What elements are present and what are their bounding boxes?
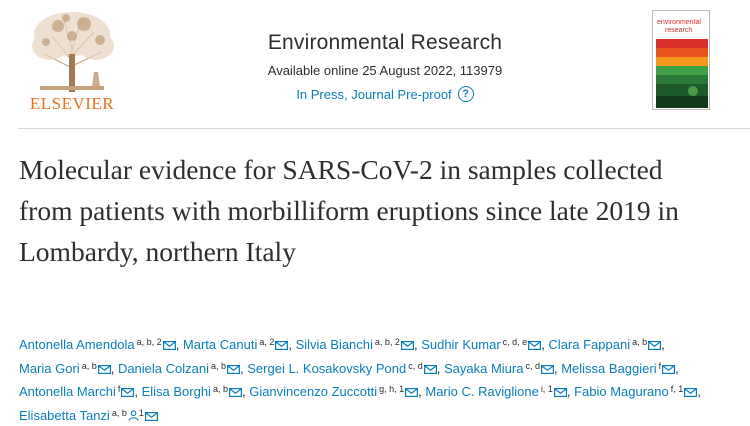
author-item[interactable]: Mario C. Raviglione i, 1 bbox=[425, 383, 567, 399]
author-item[interactable]: Elisabetta Tanzi a, b 1 bbox=[19, 408, 158, 423]
elsevier-wordmark: ELSEVIER bbox=[29, 94, 115, 113]
email-icon[interactable] bbox=[540, 360, 554, 374]
email-icon[interactable] bbox=[400, 336, 414, 351]
email-icon[interactable] bbox=[648, 336, 662, 351]
status-label[interactable]: In Press, Journal Pre-proof bbox=[296, 86, 452, 102]
email-icon[interactable] bbox=[662, 360, 676, 374]
article-title: Molecular evidence for SARS-CoV-2 in sam… bbox=[19, 154, 679, 267]
author-name[interactable]: Sayaka Miura bbox=[443, 360, 524, 376]
email-icon[interactable] bbox=[227, 360, 241, 374]
author-item[interactable]: Sergei L. Kosakovsky Pond c, d bbox=[247, 361, 437, 376]
email-icon[interactable] bbox=[528, 336, 542, 351]
cover-title-line2: research bbox=[665, 27, 692, 34]
email-icon[interactable] bbox=[423, 360, 437, 374]
author-item[interactable]: Fabio Magurano f, 1 bbox=[574, 383, 698, 399]
affiliation-marker: a, b bbox=[212, 384, 228, 394]
author-item[interactable]: Marta Canuti a, 2 bbox=[182, 336, 289, 352]
author-name[interactable]: Antonella Amendola bbox=[19, 337, 135, 352]
author-name[interactable]: Sudhir Kumar bbox=[421, 337, 501, 352]
author-item[interactable]: Elisa Borghi a, b bbox=[142, 384, 242, 399]
author-item[interactable]: Sayaka Miura c, d bbox=[444, 361, 554, 376]
author-name[interactable]: Elisabetta Tanzi bbox=[19, 407, 110, 423]
author-name[interactable]: Maria Gori bbox=[19, 360, 80, 376]
author-name[interactable]: Antonella Marchi bbox=[19, 384, 116, 399]
author-item[interactable]: Daniela Colzani a, b bbox=[117, 360, 241, 376]
author-name[interactable]: Daniela Colzani bbox=[117, 360, 209, 376]
affiliation-marker: i, 1 bbox=[540, 384, 553, 394]
author-item[interactable]: Silvia Bianchi a, b, 2 bbox=[296, 337, 414, 352]
help-icon[interactable]: ? bbox=[457, 86, 474, 102]
affiliation-marker: f, 1 bbox=[670, 384, 684, 394]
email-icon[interactable] bbox=[684, 383, 698, 398]
author-name[interactable]: Gianvincenzo Zuccotti bbox=[249, 384, 378, 399]
author-item[interactable]: Melissa Baggieri f bbox=[561, 360, 676, 376]
journal-cover-image[interactable]: environmental research bbox=[652, 10, 710, 110]
author-item[interactable]: Maria Gori a, b bbox=[19, 361, 111, 376]
author-item[interactable]: Clara Fappani a, b bbox=[548, 336, 662, 352]
article-header: ELSEVIER Environmental Research Availabl… bbox=[0, 0, 750, 128]
elsevier-logo[interactable]: ELSEVIER bbox=[22, 6, 122, 118]
author-name[interactable]: Melissa Baggieri bbox=[561, 360, 657, 376]
author-name[interactable]: Clara Fappani bbox=[548, 337, 631, 352]
email-icon[interactable] bbox=[275, 336, 289, 351]
affiliation-marker: a, b bbox=[81, 360, 97, 371]
author-name[interactable]: Silvia Bianchi bbox=[295, 337, 373, 352]
affiliation-marker: a, 2 bbox=[259, 337, 275, 347]
affiliation-marker: a, b, 2 bbox=[374, 337, 400, 347]
author-name[interactable]: Elisa Borghi bbox=[141, 384, 211, 399]
cover-title-line1: environmental bbox=[657, 19, 701, 26]
author-name[interactable]: Marta Canuti bbox=[182, 337, 258, 352]
availability-text: Available online 25 August 2022, 113979 bbox=[267, 63, 503, 78]
tree-logo-icon bbox=[32, 12, 114, 92]
affiliation-marker: g, h, 1 bbox=[379, 384, 405, 394]
cover-art-icon: environmental research bbox=[653, 11, 709, 109]
author-name[interactable]: Mario C. Raviglione bbox=[425, 384, 539, 399]
email-icon[interactable] bbox=[228, 383, 242, 398]
author-name[interactable]: Sergei L. Kosakovsky Pond bbox=[247, 360, 407, 376]
journal-status-link[interactable]: In Press, Journal Pre-proof ? bbox=[296, 86, 474, 102]
author-name[interactable]: Fabio Magurano bbox=[574, 384, 669, 399]
header-divider bbox=[18, 128, 750, 129]
affiliation-marker: c, d, e bbox=[502, 337, 528, 347]
affiliation-marker: 1 bbox=[138, 407, 144, 418]
author-item[interactable]: Antonella Amendola a, b, 2 bbox=[19, 337, 176, 352]
author-list: Antonella Amendola a, b, 2, Marta Canuti a… bbox=[19, 336, 701, 423]
affiliation-marker: a, b, 2 bbox=[136, 337, 162, 347]
email-icon[interactable] bbox=[405, 383, 419, 398]
journal-title[interactable]: Environmental Research bbox=[267, 31, 503, 54]
author-item[interactable]: Sudhir Kumar c, d, e bbox=[421, 336, 542, 352]
affiliation-marker: f bbox=[117, 384, 121, 394]
affiliation-marker: a, b bbox=[211, 360, 227, 371]
email-icon[interactable] bbox=[553, 383, 567, 398]
email-icon[interactable] bbox=[144, 407, 158, 421]
author-item[interactable]: Gianvincenzo Zuccotti g, h, 1 bbox=[249, 383, 419, 399]
email-icon[interactable] bbox=[121, 383, 135, 398]
email-icon[interactable] bbox=[162, 336, 176, 351]
affiliation-marker: c, d bbox=[408, 360, 423, 371]
email-icon[interactable] bbox=[97, 360, 111, 374]
affiliation-marker: a, b bbox=[111, 407, 127, 418]
author-item[interactable]: Antonella Marchi f bbox=[19, 383, 135, 399]
journal-info: Environmental Research Available online … bbox=[150, 0, 620, 104]
corresponding-author-icon[interactable] bbox=[128, 407, 139, 421]
affiliation-marker: c, d bbox=[525, 360, 540, 371]
affiliation-marker: f bbox=[658, 360, 662, 371]
affiliation-marker: a, b bbox=[632, 337, 648, 347]
